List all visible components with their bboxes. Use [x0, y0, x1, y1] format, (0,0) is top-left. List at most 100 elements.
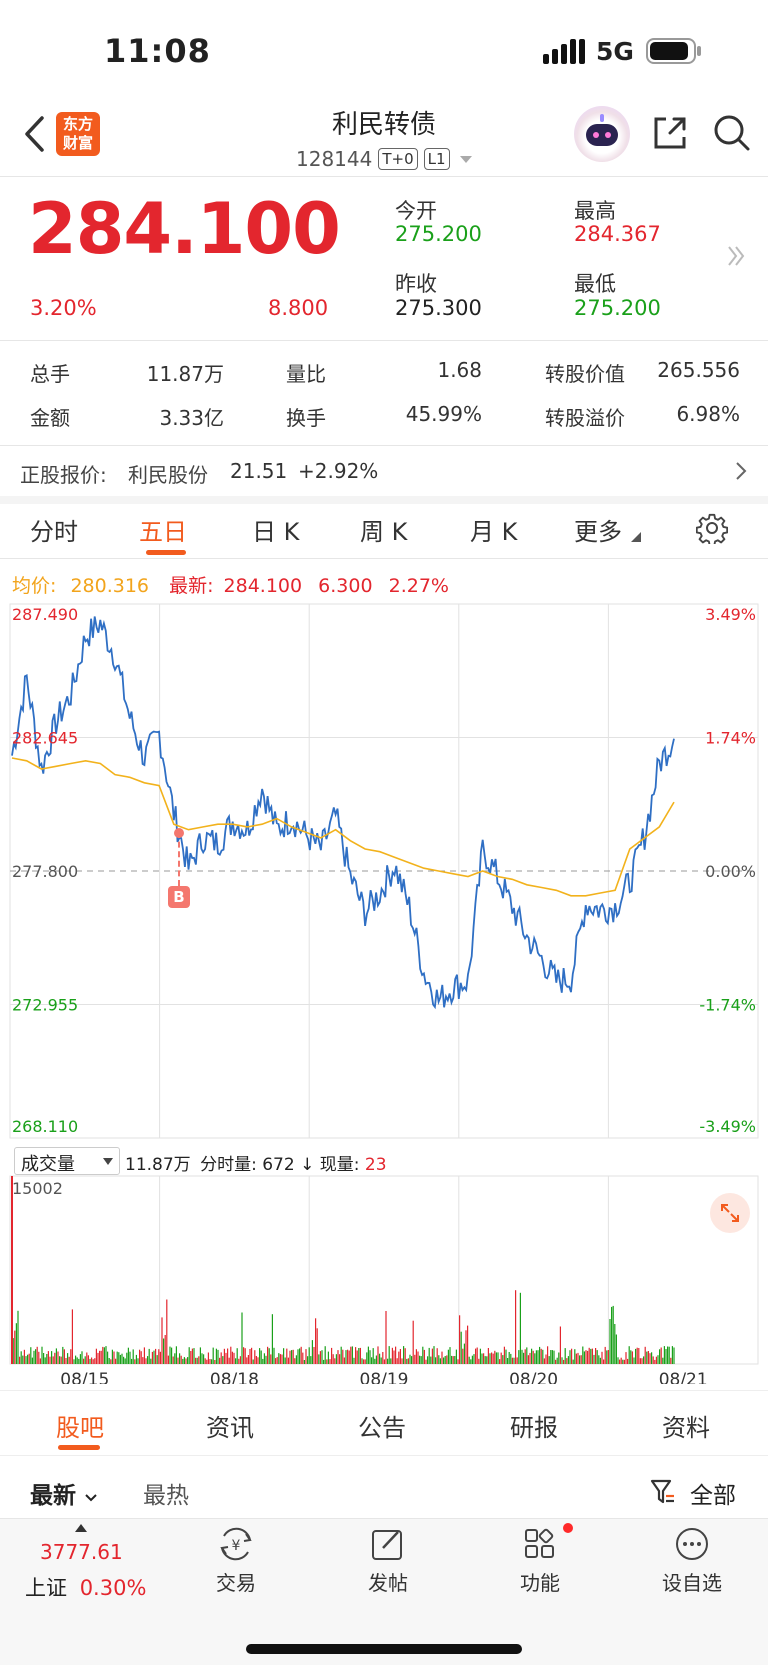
volume-bar — [372, 1348, 374, 1364]
settings-gear-icon[interactable] — [696, 512, 728, 544]
volume-bar — [185, 1358, 187, 1364]
volume-bar — [371, 1357, 373, 1364]
bottom-toolbar — [0, 1518, 768, 1665]
volume-bar — [30, 1347, 32, 1364]
volume-bar — [223, 1348, 225, 1364]
search-icon[interactable] — [712, 113, 752, 153]
expand-icon[interactable] — [710, 1193, 750, 1233]
volume-bar — [172, 1356, 174, 1364]
volume-bar — [150, 1358, 152, 1364]
double-chevron-right-icon[interactable] — [727, 244, 745, 268]
share-icon[interactable] — [650, 113, 690, 153]
volume-bar — [217, 1349, 219, 1364]
volume-bar — [366, 1352, 368, 1364]
volume-bar — [660, 1347, 662, 1364]
volume-bar — [51, 1351, 53, 1364]
underlying-price: 21.51 — [230, 459, 288, 483]
tab-day-k[interactable]: 日 K — [252, 518, 300, 546]
tab-announcements[interactable]: 公告 — [358, 1414, 406, 1442]
prev-close-value: 275.300 — [395, 296, 482, 320]
volume-bar — [433, 1346, 435, 1364]
volume-bar — [342, 1349, 344, 1364]
volume-bar — [287, 1357, 289, 1364]
eastmoney-logo[interactable]: 东方 财富 — [56, 112, 100, 156]
volume-bar — [252, 1359, 254, 1364]
volume-bar — [367, 1346, 369, 1364]
volume-bar — [148, 1348, 150, 1364]
chevron-right-icon — [736, 462, 747, 480]
volume-bar — [431, 1348, 433, 1364]
volume-bar — [212, 1347, 214, 1364]
volume-bar — [523, 1352, 525, 1364]
volume-bar — [395, 1346, 397, 1364]
volume-bar — [351, 1346, 353, 1364]
tab-week-k[interactable]: 周 K — [360, 518, 408, 546]
underlying-stock-row[interactable]: 正股报价: 利民股份 21.51 +2.92% — [0, 446, 768, 496]
volume-bar — [655, 1356, 657, 1364]
volume-bar — [427, 1356, 429, 1364]
volume-bar — [399, 1349, 401, 1364]
prev-close-label: 昨收 — [395, 272, 437, 296]
volume-bar — [452, 1356, 454, 1364]
volume-bar — [321, 1350, 323, 1364]
tab-five-day[interactable]: 五日 — [139, 518, 187, 546]
volume-bar — [588, 1347, 590, 1364]
filter-all[interactable]: 全部 — [690, 1483, 736, 1509]
tab-more[interactable]: 更多 — [574, 518, 622, 546]
volume-bar — [195, 1357, 197, 1364]
volume-bar — [547, 1346, 549, 1364]
underlying-change: +2.92% — [298, 459, 379, 483]
volume-bar — [473, 1354, 475, 1364]
volume-bar — [278, 1353, 280, 1364]
tab-profile[interactable]: 资料 — [662, 1414, 710, 1442]
volume-bar — [299, 1348, 301, 1364]
tab-news[interactable]: 资讯 — [206, 1414, 254, 1442]
tab-intraday[interactable]: 分时 — [30, 518, 78, 546]
volume-bar — [134, 1359, 136, 1364]
volume-bar — [601, 1351, 603, 1364]
stat-value: 6.98% — [676, 402, 740, 426]
sort-hottest[interactable]: 最热 — [143, 1483, 189, 1509]
volume-bar — [543, 1358, 545, 1364]
tab-month-k[interactable]: 月 K — [470, 518, 518, 546]
volume-bar — [569, 1350, 571, 1364]
volume-bar — [467, 1325, 469, 1364]
filter-icon[interactable] — [650, 1478, 676, 1506]
volume-bar — [414, 1354, 416, 1364]
volume-bar — [259, 1348, 261, 1364]
price-chart[interactable]: 287.490 3.49% 282.645 1.74% 277.800 0.00% 272.… — [0, 600, 768, 1142]
assistant-robot-avatar[interactable] — [574, 106, 630, 162]
volume-bar — [327, 1351, 329, 1364]
trade-button[interactable]: ¥ 交易 — [196, 1526, 276, 1596]
tab-forum[interactable]: 股吧 — [56, 1414, 104, 1442]
volume-bar — [124, 1358, 126, 1364]
post-button[interactable]: 发帖 — [348, 1526, 428, 1596]
volume-bar — [337, 1350, 339, 1364]
x-tick-date: 08/21 — [659, 1370, 708, 1384]
volume-bar — [507, 1358, 509, 1364]
volume-bar — [108, 1358, 110, 1364]
security-code-row[interactable]: 128144 T+0 L1 — [296, 146, 472, 172]
volume-bar — [526, 1347, 528, 1364]
volume-chart[interactable]: 15002 08/15 08/18 08/19 08/20 08/21 — [0, 1174, 768, 1384]
x-tick-date: 08/18 — [210, 1370, 259, 1384]
open-value: 275.200 — [395, 222, 482, 246]
stats-divider — [0, 445, 768, 446]
buy-marker-icon[interactable]: B — [168, 886, 190, 908]
volume-bar — [545, 1354, 547, 1364]
back-icon[interactable] — [22, 114, 48, 154]
sort-newest[interactable]: 最新 — [30, 1476, 98, 1510]
volume-bar — [310, 1356, 312, 1364]
volume-bar — [135, 1354, 137, 1364]
add-watchlist-button[interactable]: 设自选 — [652, 1526, 732, 1596]
volume-indicator-select[interactable]: 成交量 — [14, 1147, 120, 1175]
index-value[interactable]: 3777.61 — [40, 1540, 123, 1564]
volume-bar — [100, 1350, 102, 1364]
index-row[interactable]: 上证 0.30% — [25, 1572, 146, 1602]
functions-button[interactable]: 功能 — [500, 1526, 580, 1596]
volume-bar — [420, 1356, 422, 1364]
volume-bar — [559, 1326, 561, 1364]
tab-research[interactable]: 研报 — [510, 1414, 558, 1442]
volume-bar — [230, 1346, 232, 1364]
volume-bar — [57, 1351, 59, 1364]
